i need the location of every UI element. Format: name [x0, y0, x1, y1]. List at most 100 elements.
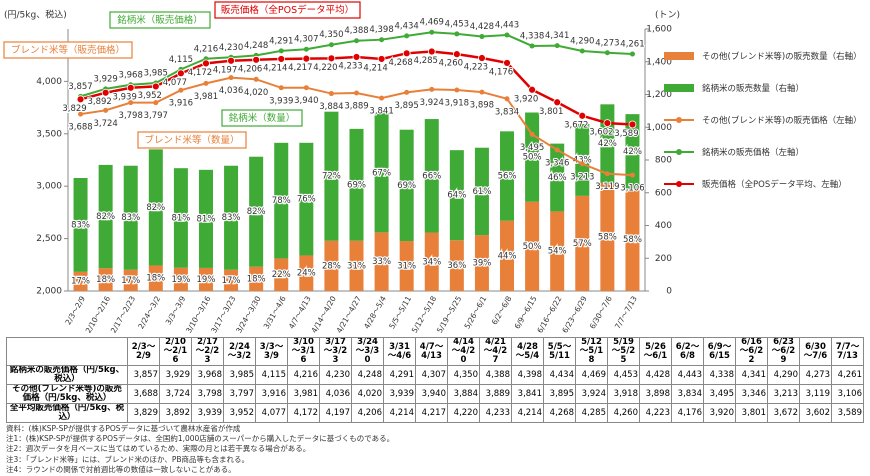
- legend-item: 銘柄米の販売価格（左軸）: [662, 146, 867, 158]
- value-label: 3,672: [564, 120, 588, 130]
- table-cell: 3,892: [159, 403, 192, 423]
- point: [303, 46, 309, 52]
- legend-marker: [664, 84, 694, 92]
- point: [252, 55, 261, 64]
- value-label: 4,443: [495, 20, 519, 30]
- value-label: 4,206: [238, 64, 262, 74]
- share-label: 83%: [222, 213, 241, 223]
- legend-label: その他(ブレンド米等)の販売数量（右軸）: [702, 52, 862, 62]
- y-axis-label: (円/5kg、税込): [4, 9, 67, 21]
- y2-tick-label: 0: [666, 287, 672, 297]
- value-label: 4,398: [369, 25, 393, 35]
- value-label: 3,346: [545, 158, 569, 168]
- table-cell: 3,968: [191, 365, 224, 385]
- table-column-header: 5/19～5/25: [607, 337, 640, 366]
- y-tick-label: 4,000: [36, 77, 62, 87]
- x-tick-label: 3/10～3/16: [184, 294, 213, 334]
- table-cell: 4,398: [511, 365, 544, 385]
- point: [604, 50, 610, 56]
- value-label: 4,388: [344, 26, 368, 36]
- table-cell: 4,216: [287, 365, 320, 385]
- table-cell: 4,020: [351, 384, 384, 404]
- table-column-header: 5/26～6/1: [639, 337, 672, 366]
- table-cell: 4,341: [735, 365, 768, 385]
- value-label: 3,892: [87, 97, 111, 107]
- table-cell: 3,939: [383, 384, 416, 404]
- legend-item: その他(ブレンド米等)の販売数量（右軸）: [662, 50, 867, 62]
- point: [429, 86, 435, 92]
- table-column-header: 6/23～6/29: [767, 337, 800, 366]
- table-column-header: 4/21～4/27: [479, 337, 512, 366]
- point: [479, 89, 485, 95]
- share-label: 50%: [523, 153, 542, 163]
- point: [303, 85, 309, 91]
- table-row-header: その他(ブレンド米等)の販売価格（円/5kg、税込）: [6, 384, 128, 404]
- value-label: 3,841: [369, 107, 393, 117]
- annotation: 銘柄米（販売価格）: [117, 14, 203, 26]
- point: [579, 48, 585, 54]
- share-label: 72%: [322, 172, 341, 182]
- value-label: 4,214: [263, 63, 287, 73]
- table-column-header: 6/30～7/6: [799, 337, 832, 366]
- share-label: 44%: [498, 251, 517, 261]
- share-label: 81%: [197, 214, 216, 224]
- value-label: 4,268: [389, 58, 413, 68]
- x-tick-label: 4/21～4/27: [335, 294, 364, 334]
- point: [228, 75, 234, 81]
- legend-marker: [664, 117, 694, 123]
- legend: その他(ブレンド米等)の販売数量（右軸） 銘柄米の販売数量（右軸） その他(ブレンド…: [662, 50, 867, 210]
- share-label: 18%: [146, 274, 165, 284]
- share-label: 42%: [623, 147, 642, 157]
- table-column-header: 2/3～2/9: [127, 337, 160, 366]
- table-cell: 3,981: [287, 384, 320, 404]
- share-label: 33%: [372, 257, 391, 267]
- point: [503, 59, 511, 67]
- share-label: 50%: [523, 242, 542, 252]
- share-label: 54%: [548, 247, 567, 257]
- bar-segment: [249, 156, 264, 267]
- bar-segment: [374, 232, 389, 291]
- bar-segment: [525, 112, 540, 202]
- table-cell: 3,724: [159, 384, 192, 404]
- bar-segment: [224, 165, 239, 270]
- bar-segment: [198, 267, 213, 291]
- table-column-header: 4/7～4/13: [415, 337, 448, 366]
- point: [126, 83, 135, 92]
- share-label: 78%: [272, 196, 291, 206]
- table-cell: 4,223: [639, 403, 672, 423]
- table-cell: 3,895: [543, 384, 576, 404]
- table-cell: 4,233: [479, 403, 512, 423]
- value-label: 3,924: [420, 98, 444, 108]
- point: [379, 95, 385, 101]
- legend-label: 販売価格（全POSデータ平均、左軸）: [702, 180, 847, 190]
- annotation-box: [3, 41, 133, 59]
- point: [128, 100, 134, 106]
- value-label: 4,230: [219, 43, 243, 53]
- point: [402, 49, 411, 58]
- bar-segment: [73, 271, 88, 291]
- share-label: 83%: [121, 213, 140, 223]
- x-tick-label: 4/14～4/20: [309, 294, 338, 334]
- point: [629, 172, 635, 178]
- legend-marker: [664, 149, 694, 155]
- bar-segment: [274, 142, 289, 259]
- value-label: 3,952: [138, 91, 162, 101]
- value-label: 3,916: [169, 99, 193, 109]
- bar-segment: [550, 211, 565, 291]
- table-cell: 4,260: [607, 403, 640, 423]
- legend-marker: [664, 52, 694, 60]
- point: [377, 55, 386, 63]
- table-row-header: 全平均販売価格（円/5kg、税込）: [6, 403, 128, 423]
- share-label: 28%: [322, 261, 341, 271]
- bar-segment: [148, 265, 163, 291]
- value-label: 3,688: [68, 123, 92, 133]
- share-label: 82%: [96, 212, 115, 222]
- table-cell: 4,434: [543, 365, 576, 385]
- value-label: 3,106: [620, 184, 644, 194]
- annotation-box: [221, 109, 303, 127]
- notes: 資料：(株)KSP-SPが提供するPOSデータに基づいて農林水産省が作成 注1：(…: [6, 424, 394, 475]
- point: [404, 89, 410, 95]
- x-tick-label: 5/19～5/25: [435, 294, 464, 334]
- share-label: 43%: [573, 155, 592, 165]
- bar-segment: [474, 147, 489, 236]
